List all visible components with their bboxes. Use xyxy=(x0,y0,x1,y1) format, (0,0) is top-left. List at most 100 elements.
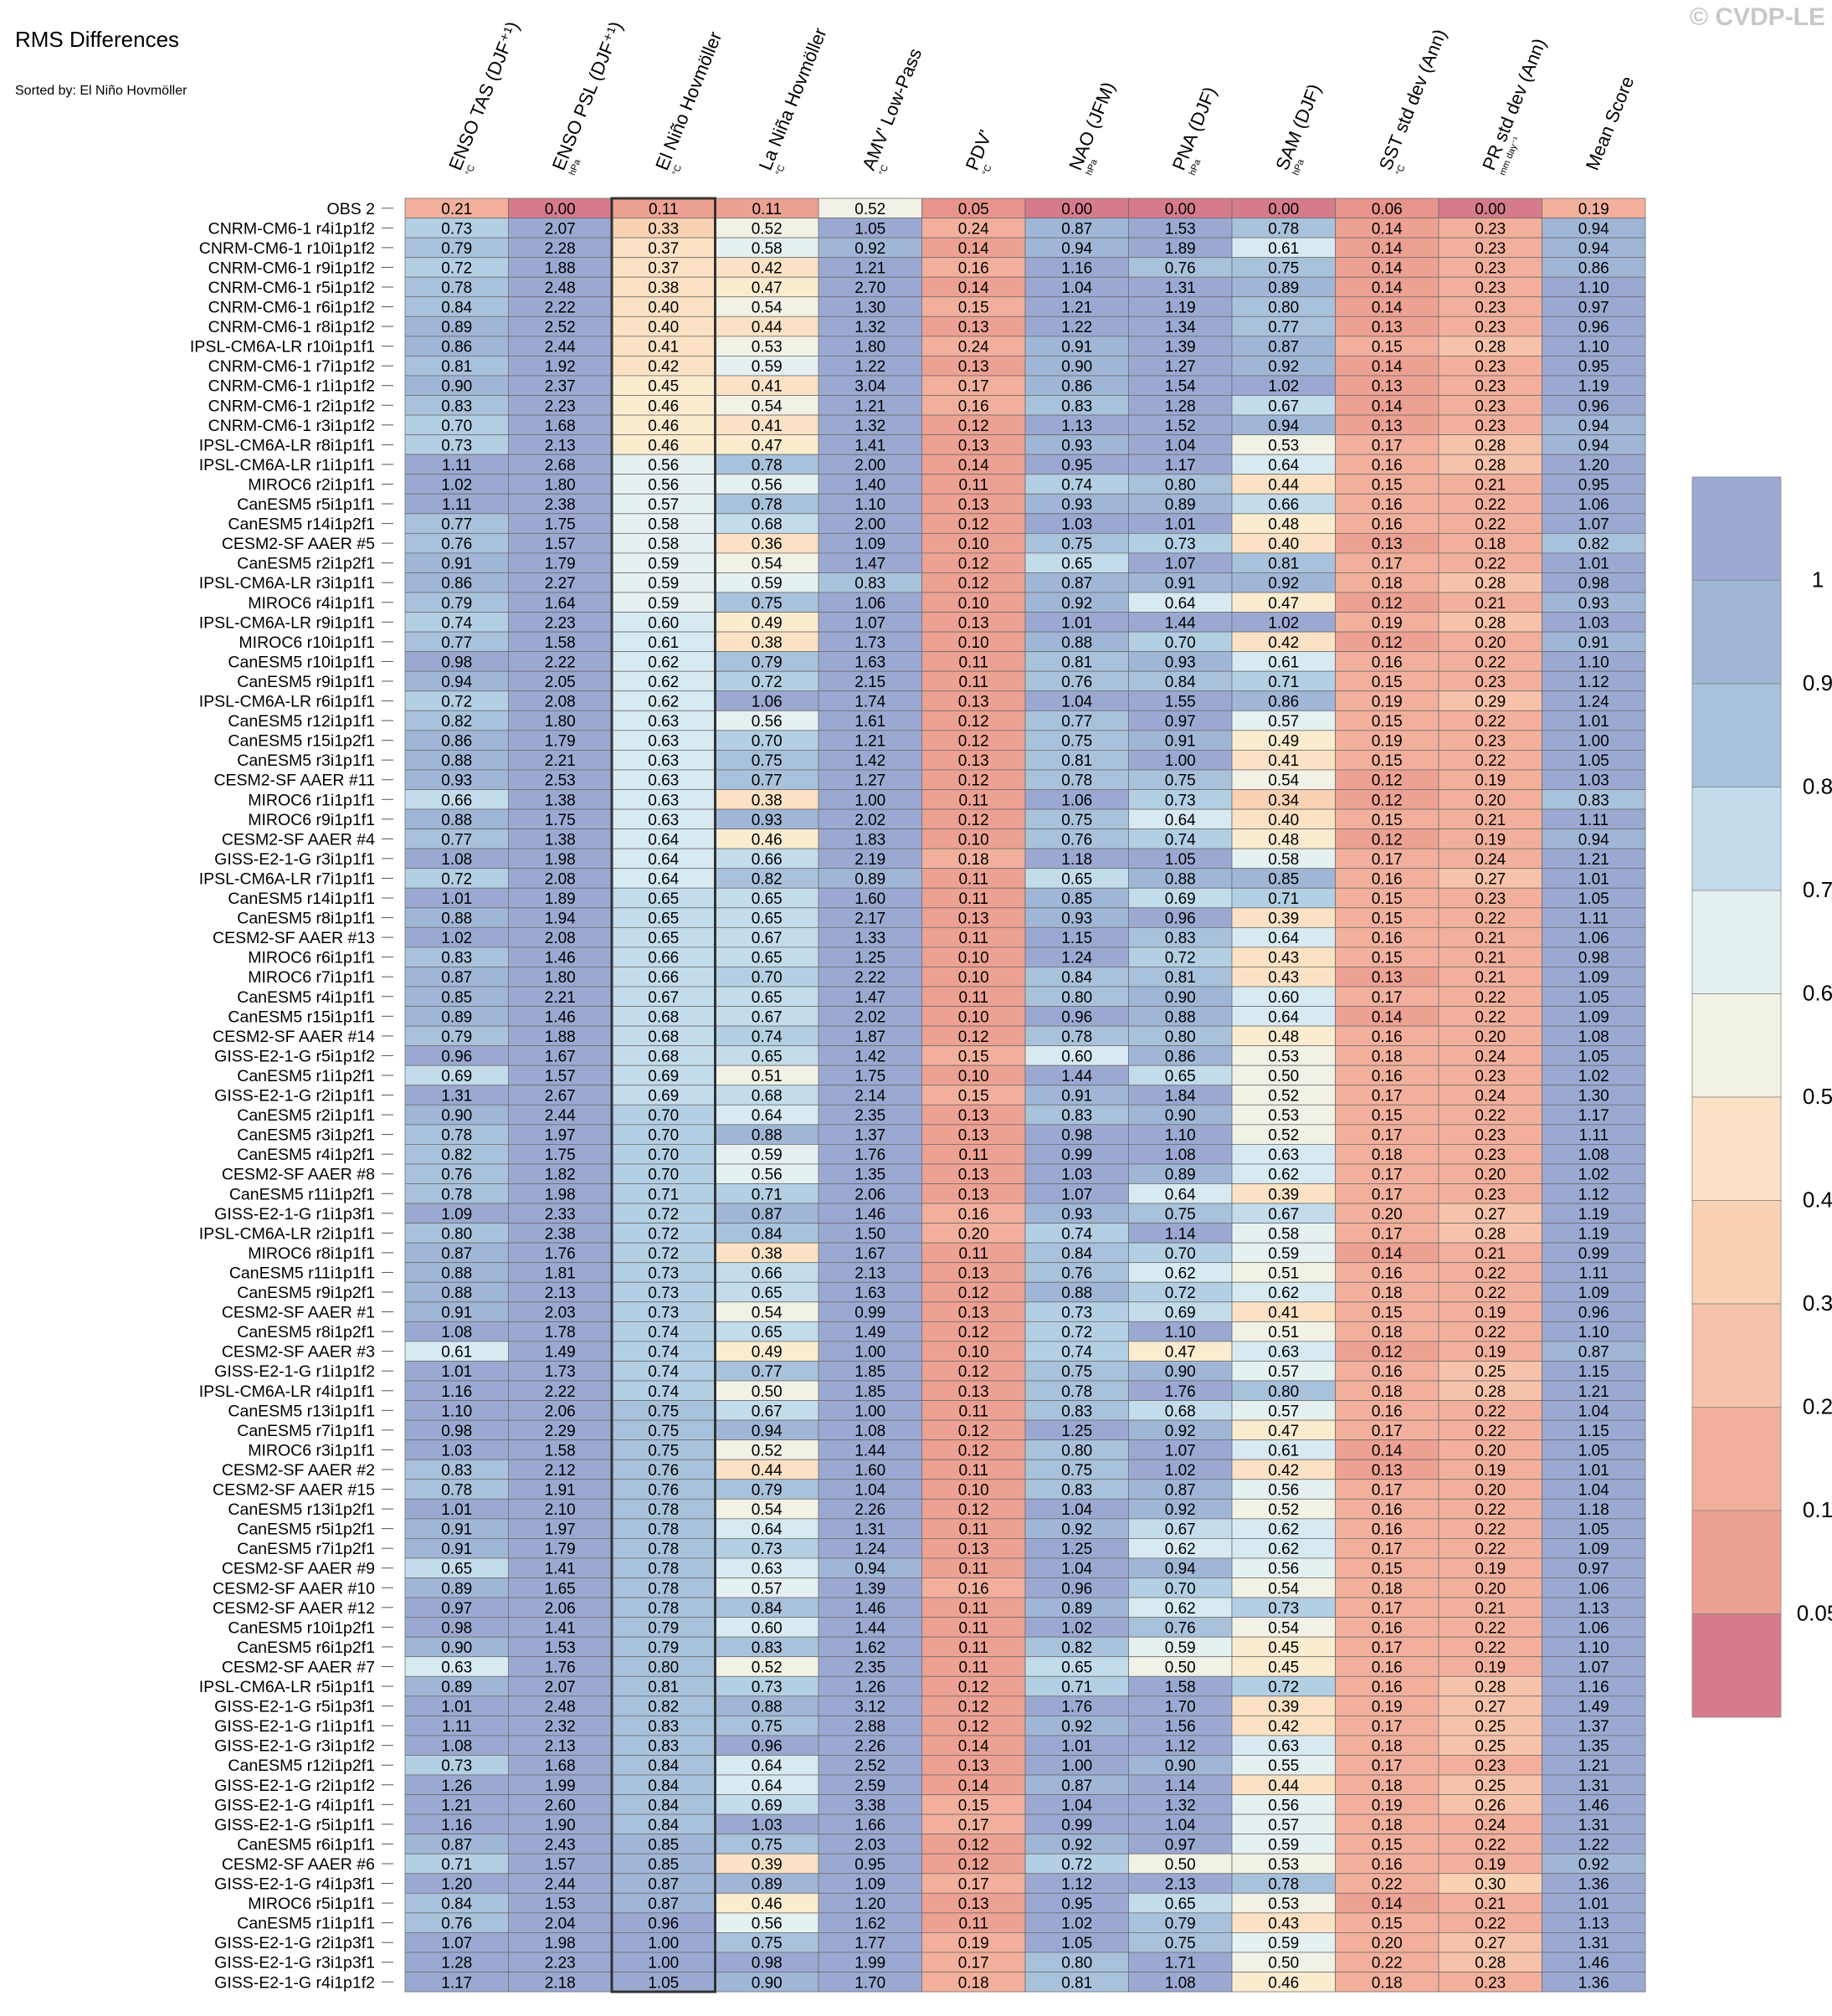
cell-value: 0.78 xyxy=(648,1501,679,1519)
cell-value: 0.94 xyxy=(1578,831,1609,849)
cell-value: 0.47 xyxy=(752,437,783,454)
cell-value: 2.00 xyxy=(854,516,885,534)
cell-value: 1.33 xyxy=(854,930,885,947)
cell-value: 0.14 xyxy=(1372,358,1403,376)
cell-value: 0.46 xyxy=(1268,1974,1299,1992)
cell-value: 1.71 xyxy=(1165,1955,1196,1972)
cell-value: 0.78 xyxy=(441,1127,472,1145)
cell-value: 0.16 xyxy=(958,1206,989,1223)
cell-value: 1.37 xyxy=(1578,1718,1609,1736)
cell-value: 0.93 xyxy=(1061,437,1092,454)
cell-value: 2.08 xyxy=(545,930,576,947)
cell-value: 1.04 xyxy=(1061,1561,1092,1578)
cell-value: 1.01 xyxy=(1578,870,1609,888)
cell-value: 1.44 xyxy=(1061,1068,1092,1085)
cell-value: 1.04 xyxy=(1061,694,1092,711)
cell-value: 0.52 xyxy=(1268,1501,1299,1519)
cell-value: 0.62 xyxy=(1268,1541,1299,1558)
colorbar-segment xyxy=(1691,1613,1782,1718)
cell-value: 2.12 xyxy=(545,1462,576,1480)
cell-value: 0.65 xyxy=(752,890,783,908)
cell-value: 0.46 xyxy=(648,418,679,435)
cell-value: 0.55 xyxy=(1268,1757,1299,1775)
cell-value: 0.53 xyxy=(1268,1856,1299,1874)
cell-value: 0.18 xyxy=(1372,1817,1403,1834)
cell-value: 1.10 xyxy=(1165,1127,1196,1145)
cell-value: 2.60 xyxy=(545,1797,576,1814)
cell-value: 0.42 xyxy=(1268,634,1299,652)
cell-value: 0.86 xyxy=(1578,259,1609,277)
cell-value: 0.88 xyxy=(441,911,472,928)
colorbar-segment xyxy=(1691,890,1782,994)
cell-value: 0.91 xyxy=(1061,339,1092,357)
cell-value: 0.98 xyxy=(1578,575,1609,592)
cell-value: 0.91 xyxy=(1578,634,1609,652)
cell-value: 1.31 xyxy=(1165,280,1196,297)
cell-value: 0.56 xyxy=(752,1167,783,1184)
cell-value: 0.51 xyxy=(1268,1264,1299,1282)
cell-value: 0.80 xyxy=(1061,1955,1092,1972)
cell-value: 0.66 xyxy=(441,792,472,809)
cell-value: 1.02 xyxy=(1061,1619,1092,1637)
row-label: CanESM5 r13i1p1f1 xyxy=(228,1402,375,1420)
cell-value: 0.22 xyxy=(1475,911,1506,928)
cell-value: 0.25 xyxy=(1475,1718,1506,1736)
cell-value: 0.49 xyxy=(752,1344,783,1362)
cell-value: 0.70 xyxy=(441,418,472,435)
cell-value: 0.94 xyxy=(752,1423,783,1440)
cell-value: 0.66 xyxy=(648,950,679,967)
cell-value: 0.17 xyxy=(958,1955,989,1972)
cell-value: 0.62 xyxy=(1165,1264,1196,1282)
cell-value: 2.13 xyxy=(1165,1876,1196,1894)
cell-value: 1.66 xyxy=(854,1817,885,1834)
cell-value: 0.45 xyxy=(1268,1659,1299,1676)
cell-value: 0.13 xyxy=(958,1167,989,1184)
cell-value: 1.22 xyxy=(1578,1836,1609,1854)
cell-value: 0.15 xyxy=(1372,339,1403,357)
cell-value: 0.61 xyxy=(1268,1442,1299,1459)
cell-value: 0.89 xyxy=(752,1876,783,1894)
row-label: CanESM5 r4i1p1f1 xyxy=(237,988,375,1007)
cell-value: 0.18 xyxy=(1372,1580,1403,1598)
cell-value: 0.11 xyxy=(958,870,988,888)
row-label: CanESM5 r8i1p1f1 xyxy=(237,910,375,928)
cell-value: 0.29 xyxy=(1475,694,1506,711)
column-header-unit: °C xyxy=(877,163,890,177)
cell-value: 0.13 xyxy=(1372,969,1403,987)
cell-value: 0.19 xyxy=(1475,772,1506,790)
cell-value: 0.13 xyxy=(958,1186,989,1203)
cell-value: 0.28 xyxy=(1475,437,1506,454)
cell-value: 0.90 xyxy=(1165,1757,1196,1775)
cell-value: 0.56 xyxy=(752,476,783,494)
cell-value: 2.43 xyxy=(545,1836,576,1854)
cell-value: 0.14 xyxy=(958,240,989,258)
cell-value: 1.09 xyxy=(441,1206,472,1223)
cell-value: 2.68 xyxy=(545,457,576,475)
cell-value: 0.10 xyxy=(958,634,989,652)
cell-value: 0.90 xyxy=(1165,1107,1196,1125)
cell-value: 1.09 xyxy=(1578,1008,1609,1026)
row-label: GISS-E2-1-G r4i1p1f1 xyxy=(214,1796,375,1814)
row-label: IPSL-CM6A-LR r10i1p1f1 xyxy=(190,338,375,357)
cell-value: 0.64 xyxy=(1165,1186,1196,1203)
cell-value: 0.89 xyxy=(441,1008,472,1026)
cell-value: 0.80 xyxy=(648,1659,679,1676)
cell-value: 1.08 xyxy=(441,851,472,869)
cell-value: 1.63 xyxy=(854,1285,885,1302)
cell-value: 1.53 xyxy=(1165,220,1196,238)
cell-value: 0.73 xyxy=(1061,1305,1092,1322)
cell-value: 0.86 xyxy=(1061,378,1092,396)
cell-value: 2.33 xyxy=(545,1206,576,1223)
cell-value: 0.14 xyxy=(958,457,989,475)
cell-value: 0.21 xyxy=(1475,930,1506,947)
cell-value: 0.20 xyxy=(1475,1029,1506,1046)
cell-value: 0.23 xyxy=(1475,418,1506,435)
cell-value: 0.11 xyxy=(958,1639,988,1657)
cell-value: 1.20 xyxy=(854,1895,885,1913)
cell-value: 1.05 xyxy=(1061,1935,1092,1952)
cell-value: 0.99 xyxy=(1061,1147,1092,1164)
cell-value: 1.12 xyxy=(1578,674,1609,691)
cell-value: 1.02 xyxy=(441,476,472,494)
cell-value: 0.16 xyxy=(1372,1501,1403,1519)
cell-value: 0.90 xyxy=(1165,989,1196,1007)
